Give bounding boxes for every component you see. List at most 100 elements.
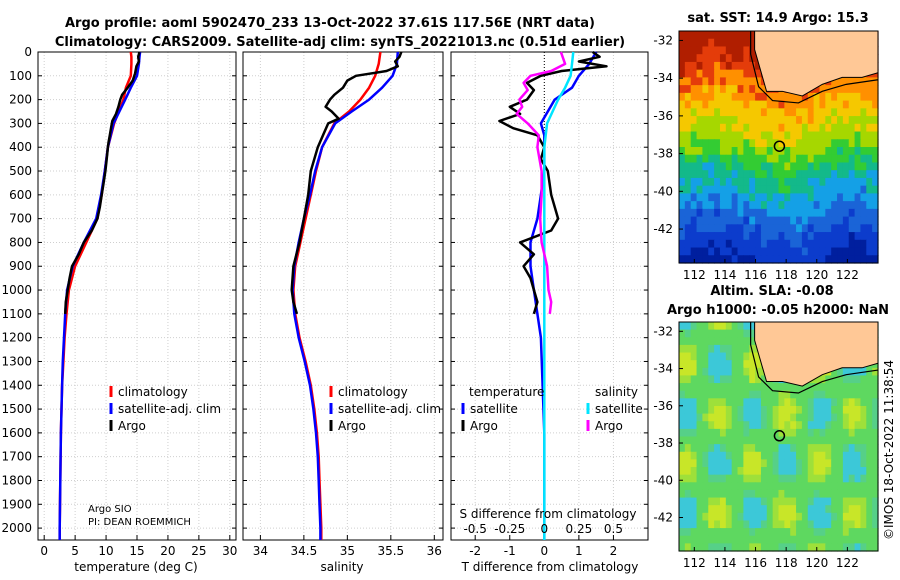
map-cell — [731, 139, 739, 148]
map-frame — [678, 321, 879, 552]
map-cell — [784, 482, 791, 491]
map-cell — [848, 100, 856, 109]
map-cell — [772, 383, 780, 392]
map-cell — [766, 239, 774, 249]
map-cell — [755, 398, 762, 407]
map-cell — [755, 367, 762, 377]
map-cell — [690, 154, 698, 164]
map-cell — [725, 390, 733, 399]
map-cell — [714, 69, 721, 78]
map-cell — [743, 344, 750, 354]
map-cell — [702, 344, 709, 354]
map-cell — [854, 224, 862, 233]
map-cell — [760, 177, 768, 187]
map-lon-label: 120 — [805, 556, 828, 570]
map-cell — [743, 100, 750, 109]
map-cell — [848, 413, 856, 422]
map-cell — [837, 543, 844, 552]
map-cell — [778, 383, 785, 392]
map-cell — [708, 208, 715, 218]
map-cell — [743, 239, 750, 249]
map-cell — [679, 398, 686, 407]
map-cell — [731, 413, 739, 422]
map-cell — [731, 193, 739, 202]
map-lat-label: -38 — [653, 147, 673, 161]
map-cell — [837, 474, 844, 483]
map-cell — [772, 489, 780, 499]
map-cell — [760, 474, 768, 483]
s-tick-label: 0 — [540, 522, 548, 536]
s-tick-label: -0.25 — [494, 522, 525, 536]
map-cell — [837, 193, 844, 202]
map-cell — [807, 139, 815, 148]
map-cell — [714, 360, 721, 369]
map-cell — [737, 535, 744, 544]
map-cell — [708, 535, 715, 544]
map-cell — [819, 436, 826, 445]
map-cell — [684, 162, 692, 171]
x-tick-label: 30 — [222, 544, 237, 558]
map-cell — [708, 162, 715, 171]
map-cell — [842, 383, 850, 392]
map-cell — [696, 360, 704, 369]
map-cell — [854, 505, 862, 514]
map-cell — [749, 162, 756, 171]
map-cell — [690, 69, 698, 78]
map-cell — [737, 216, 744, 225]
map-cell — [760, 193, 768, 202]
map-cell — [825, 505, 832, 514]
map-cell — [796, 170, 803, 179]
map-cell — [813, 467, 821, 476]
map-cell — [825, 255, 832, 264]
map-cell — [702, 520, 709, 529]
map-cell — [696, 375, 704, 384]
map-cell — [684, 428, 692, 438]
legend-s-satellite: satellite — [595, 402, 643, 416]
map-cell — [690, 405, 698, 415]
map-cell — [737, 201, 744, 210]
map-cell — [784, 489, 791, 499]
map-cell — [854, 390, 862, 399]
sla-map: 112 114 116 118 120 122-32-34-36-38-40-42 — [653, 321, 879, 570]
map-cell — [679, 224, 686, 233]
map-cell — [719, 367, 727, 377]
map-cell — [714, 543, 721, 552]
map-cell — [679, 375, 686, 384]
map-cell — [842, 398, 850, 407]
map-cell — [679, 54, 686, 63]
map-cell — [731, 535, 739, 544]
map-cell — [749, 367, 756, 377]
map-cell — [702, 100, 709, 109]
map-cell — [825, 520, 832, 529]
map-cell — [731, 61, 739, 71]
map-cell — [813, 497, 821, 506]
map-cell — [837, 208, 844, 218]
map-cell — [790, 131, 797, 140]
map-cell — [848, 170, 856, 179]
map-cell — [749, 444, 756, 453]
map-cell — [737, 61, 744, 71]
map-cell — [790, 459, 797, 468]
map-cell — [749, 459, 756, 468]
map-cell — [719, 352, 727, 361]
map-cell — [737, 208, 744, 218]
map-cell — [813, 247, 821, 256]
map-cell — [690, 413, 698, 422]
map-cell — [731, 123, 739, 133]
map-cell — [696, 398, 704, 407]
map-cell — [837, 405, 844, 415]
map-cell — [690, 375, 698, 384]
map-cell — [719, 428, 727, 438]
map-cell — [801, 116, 809, 125]
map-cell — [755, 92, 762, 102]
map-cell — [743, 428, 750, 438]
map-cell — [784, 193, 791, 202]
map-cell — [690, 139, 698, 148]
map-cell — [813, 85, 821, 94]
map-cell — [755, 474, 762, 483]
map-cell — [860, 405, 867, 415]
map-cell — [866, 131, 873, 140]
map-cell — [848, 239, 856, 249]
map-cell — [749, 337, 756, 346]
map-cell — [866, 543, 873, 552]
